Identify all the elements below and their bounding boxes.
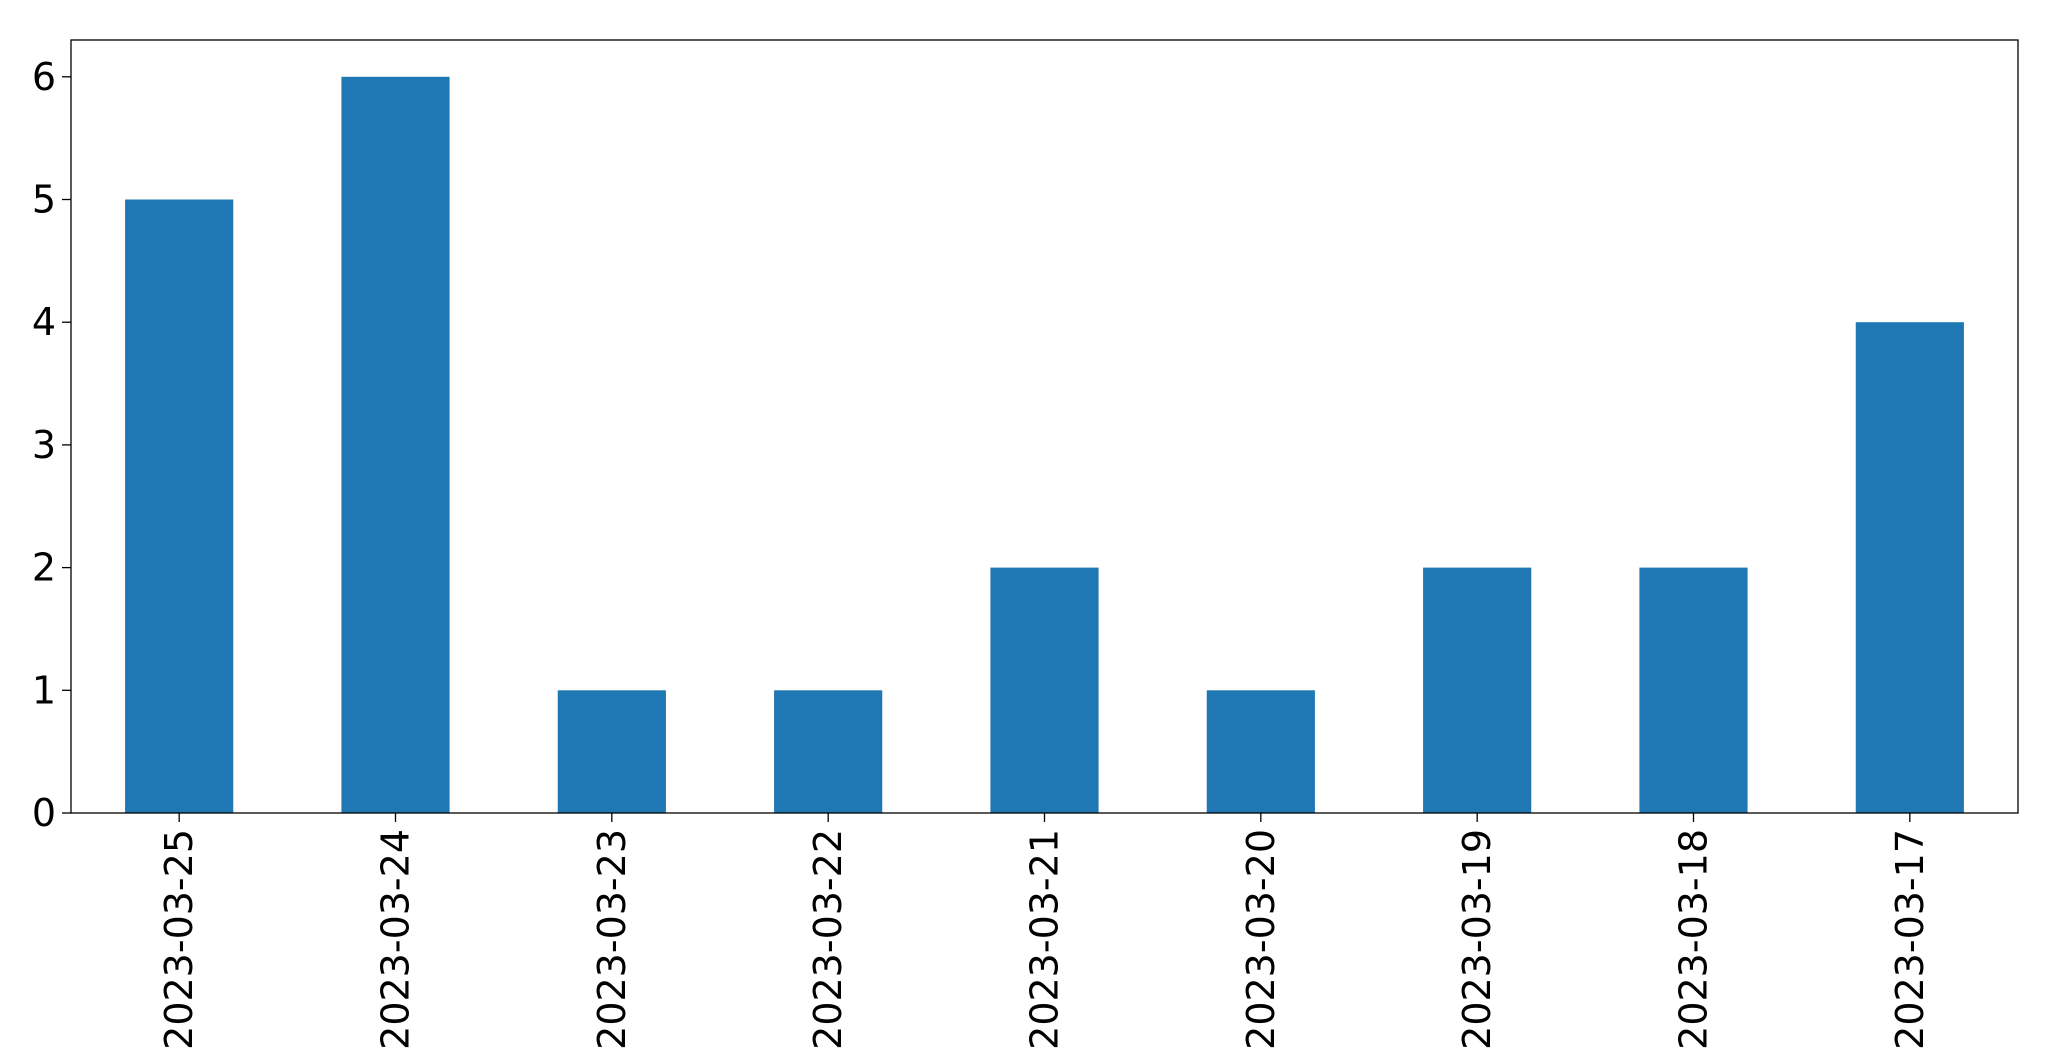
bar-2023-03-21 — [990, 567, 1099, 813]
bar-2023-03-25 — [125, 199, 234, 813]
y-tick-label: 6 — [32, 55, 56, 99]
x-tick-label: 2023-03-17 — [1888, 829, 1932, 1050]
x-tick-label: 2023-03-22 — [806, 829, 850, 1050]
y-tick-label: 1 — [32, 668, 56, 712]
x-tick-label: 2023-03-19 — [1455, 829, 1499, 1050]
y-tick-label: 3 — [32, 423, 56, 467]
y-tick-label: 5 — [32, 178, 56, 222]
bar-2023-03-17 — [1855, 322, 1964, 813]
x-axis: 2023-03-25 2023-03-24 2023-03-23 2023-03-22… — [157, 813, 1932, 1050]
bar-2023-03-19 — [1423, 567, 1532, 813]
x-tick-label: 2023-03-18 — [1672, 829, 1716, 1050]
bar-2023-03-23 — [557, 690, 666, 813]
x-tick-label: 2023-03-20 — [1239, 829, 1283, 1050]
y-axis: 0 1 2 3 4 5 6 — [32, 55, 71, 835]
plot-frame — [70, 39, 2019, 814]
y-tick-label: 2 — [32, 546, 56, 590]
bar-2023-03-24 — [341, 76, 450, 814]
y-tick-label: 4 — [32, 300, 56, 344]
x-tick-label: 2023-03-21 — [1023, 829, 1067, 1050]
x-tick-label: 2023-03-25 — [157, 829, 201, 1050]
x-tick-label: 2023-03-23 — [590, 829, 634, 1050]
y-tick-label: 0 — [32, 791, 56, 835]
bar-2023-03-18 — [1639, 567, 1748, 813]
bar-2023-03-22 — [774, 690, 883, 813]
bars-layer — [125, 76, 1964, 814]
bar-2023-03-20 — [1206, 690, 1315, 813]
x-tick-label: 2023-03-24 — [374, 829, 418, 1050]
